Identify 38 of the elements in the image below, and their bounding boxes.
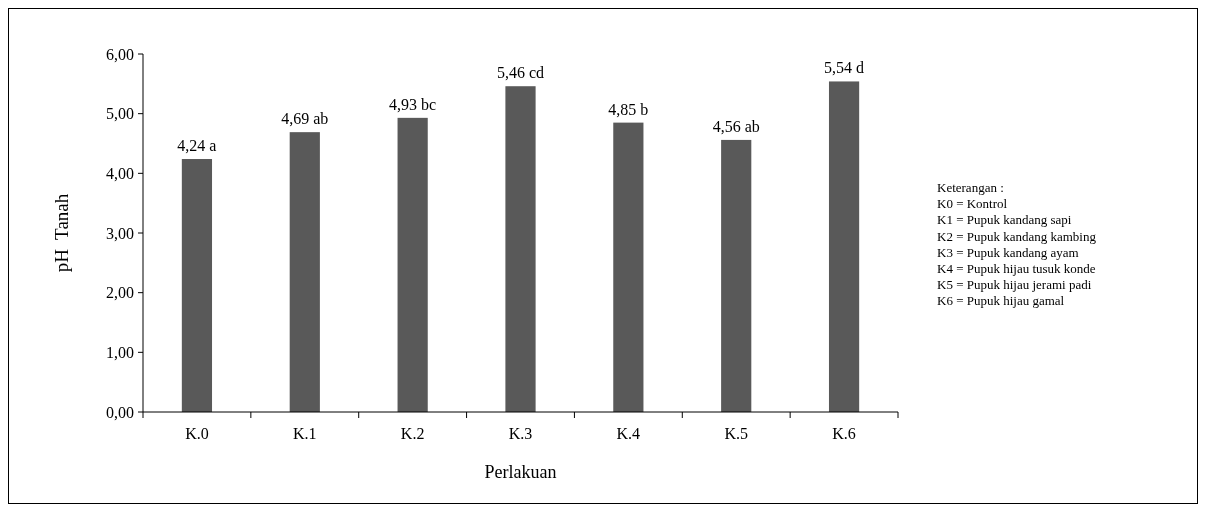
bar [721,139,752,412]
y-tick-label: 2,00 [106,284,134,302]
data-label: 4,69 ab [281,110,329,128]
x-tick-label: K.2 [400,425,425,442]
data-label: 4,93 bc [389,95,437,113]
y-tick-label: 3,00 [106,224,134,242]
bar [181,159,213,412]
text: Keterangan : [937,180,1004,195]
x-tick-label: K.4 [616,425,641,442]
bar [289,132,320,412]
bar [828,81,860,412]
text: K3 = Pupuk kandang ayam [937,244,1079,260]
data-label: 4,56 ab [712,117,760,135]
text: K5 = Pupuk hijau jerami padi [937,277,1092,293]
bar [505,86,536,412]
data-label: 4,24 a [177,137,217,155]
y-tick-label: 0,00 [106,403,134,421]
data-label: 5,46 cd [496,64,545,82]
text: K4 = Pupuk hijau tusuk konde [937,261,1096,276]
bar [397,117,428,412]
text: K6 = Pupuk hijau gamal [937,293,1065,309]
data-label: 5,54 d [824,59,865,77]
y-axis-title: pH Tanah [51,193,72,273]
y-tick-label: 1,00 [106,343,134,361]
y-tick-label: 5,00 [106,105,134,123]
data-label: 4,85 b [608,100,649,118]
x-tick-label: K.6 [832,425,856,442]
x-axis-title: Perlakuan [484,462,557,482]
y-tick-label: 6,00 [106,45,134,63]
y-tick-label: 4,00 [106,164,134,182]
x-tick-label: K.1 [293,425,317,442]
x-tick-label: K.3 [508,425,533,442]
x-tick-label: K.5 [724,425,748,442]
text: K1 = Pupuk kandang sapi [937,212,1072,228]
bar [613,122,644,412]
x-tick-label: K.0 [185,425,209,442]
text: K0 = Kontrol [937,196,1008,212]
text: K2 = Pupuk kandang kambing [937,228,1097,244]
